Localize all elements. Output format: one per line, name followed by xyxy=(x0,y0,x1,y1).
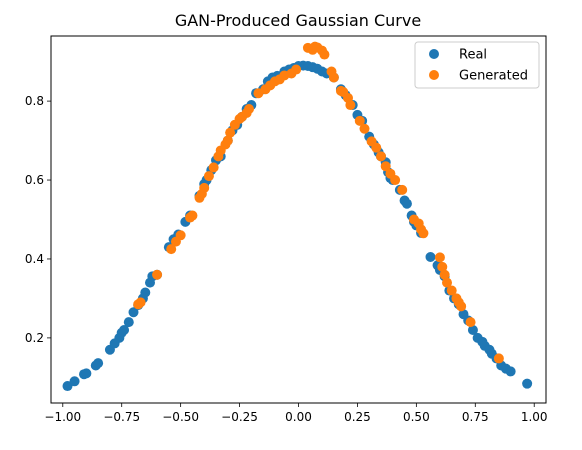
legend-marker-real xyxy=(429,49,439,59)
x-tick-label: 1.00 xyxy=(521,410,548,424)
generated-point xyxy=(204,171,214,181)
legend: Real Generated xyxy=(415,42,539,88)
real-point xyxy=(140,288,150,298)
generated-point xyxy=(466,317,476,327)
generated-point xyxy=(199,183,209,193)
y-tick-label: 0.6 xyxy=(25,173,44,187)
legend-label-real: Real xyxy=(459,48,487,63)
legend-marker-generated xyxy=(429,70,439,80)
real-point xyxy=(81,368,91,378)
generated-point xyxy=(136,297,146,307)
x-tick-label: 0.00 xyxy=(285,410,312,424)
real-point xyxy=(506,366,516,376)
x-tick-label: 0.25 xyxy=(344,410,371,424)
generated-point xyxy=(176,230,186,240)
y-tick-label: 0.2 xyxy=(25,331,44,345)
generated-point xyxy=(456,301,466,311)
real-point xyxy=(522,379,532,389)
generated-point xyxy=(244,104,254,114)
real-point xyxy=(402,199,412,209)
real-point xyxy=(93,358,103,368)
x-tick-label: −1.00 xyxy=(44,410,81,424)
x-tick-label: 0.75 xyxy=(462,410,489,424)
x-tick-label: −0.25 xyxy=(221,410,258,424)
generated-point xyxy=(360,124,370,134)
generated-point xyxy=(418,228,428,238)
real-point xyxy=(426,252,436,262)
y-tick-label: 0.4 xyxy=(25,252,44,266)
generated-point xyxy=(397,185,407,195)
x-axis: −1.00 −0.75 −0.50 −0.25 0.00 0.25 0.50 0.75 1.00 xyxy=(44,403,547,424)
generated-point xyxy=(345,100,355,110)
real-point xyxy=(124,317,134,327)
generated-point xyxy=(390,175,400,185)
real-point xyxy=(70,376,80,386)
generated-point xyxy=(319,50,329,60)
chart-title: GAN-Produced Gaussian Curve xyxy=(175,11,421,30)
x-tick-label: −0.50 xyxy=(162,410,199,424)
generated-point xyxy=(291,65,301,75)
generated-point xyxy=(152,270,162,280)
generated-point xyxy=(187,211,197,221)
generated-point xyxy=(329,72,339,82)
y-tick-label: 0.8 xyxy=(25,94,44,108)
y-axis: 0.2 0.4 0.6 0.8 xyxy=(25,94,51,345)
x-tick-label: 0.50 xyxy=(403,410,430,424)
generated-point xyxy=(435,252,445,262)
generated-point xyxy=(494,353,504,363)
generated-point xyxy=(376,151,386,161)
generated-point xyxy=(209,162,219,172)
legend-label-generated: Generated xyxy=(459,69,528,84)
x-tick-label: −0.75 xyxy=(103,410,140,424)
plot-area xyxy=(51,36,546,403)
generated-point xyxy=(371,143,381,153)
